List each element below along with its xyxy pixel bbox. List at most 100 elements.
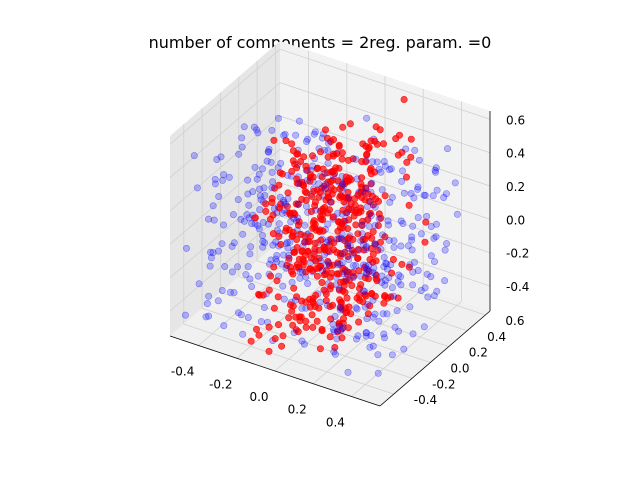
blue-point bbox=[410, 258, 418, 266]
blue-point bbox=[205, 312, 213, 320]
red-point bbox=[255, 331, 263, 339]
blue-point bbox=[430, 234, 438, 242]
blue-point bbox=[255, 225, 263, 233]
blue-point bbox=[242, 271, 250, 279]
blue-point bbox=[256, 192, 264, 200]
blue-point bbox=[273, 252, 281, 260]
grid-line-x bbox=[236, 63, 348, 359]
blue-point bbox=[260, 303, 268, 311]
red-point bbox=[362, 292, 370, 300]
blue-point bbox=[380, 158, 388, 166]
red-point bbox=[251, 214, 259, 222]
blue-point bbox=[312, 206, 320, 214]
red-point bbox=[345, 216, 353, 224]
red-point bbox=[367, 245, 375, 253]
red-point bbox=[365, 267, 373, 275]
red-point bbox=[360, 246, 368, 254]
blue-point bbox=[343, 268, 351, 276]
blue-point bbox=[336, 306, 344, 314]
blue-point bbox=[246, 250, 254, 258]
blue-point bbox=[371, 203, 379, 211]
blue-point bbox=[292, 217, 300, 225]
blue-point bbox=[302, 202, 310, 210]
blue-point bbox=[420, 191, 428, 199]
blue-point bbox=[346, 242, 354, 250]
grid-line-y bbox=[183, 124, 394, 395]
blue-point bbox=[352, 262, 360, 270]
blue-point bbox=[432, 233, 440, 241]
red-point bbox=[302, 268, 310, 276]
blue-point bbox=[290, 329, 298, 337]
red-point bbox=[318, 327, 326, 335]
blue-point bbox=[291, 296, 299, 304]
red-point bbox=[262, 200, 270, 208]
blue-point bbox=[336, 260, 344, 268]
red-point bbox=[358, 158, 366, 166]
blue-point bbox=[303, 176, 311, 184]
blue-point bbox=[385, 166, 393, 174]
blue-point bbox=[285, 252, 293, 260]
blue-point bbox=[354, 332, 362, 340]
blue-point bbox=[390, 237, 398, 245]
blue-point bbox=[414, 266, 422, 274]
blue-point bbox=[379, 310, 387, 318]
x-tick-label: -0.2 bbox=[209, 377, 232, 391]
blue-point bbox=[430, 292, 438, 300]
red-point bbox=[299, 255, 307, 263]
blue-point bbox=[451, 179, 459, 187]
y-axis-line bbox=[379, 310, 491, 407]
red-point bbox=[407, 135, 415, 143]
blue-point bbox=[290, 214, 298, 222]
blue-point bbox=[427, 223, 435, 231]
red-point bbox=[311, 202, 319, 210]
blue-point bbox=[421, 191, 429, 199]
blue-point bbox=[220, 221, 228, 229]
blue-point bbox=[334, 261, 342, 269]
red-point bbox=[345, 205, 353, 213]
red-point bbox=[278, 342, 286, 350]
red-point bbox=[403, 158, 411, 166]
blue-point bbox=[275, 220, 283, 228]
blue-point bbox=[374, 369, 382, 377]
red-point bbox=[407, 153, 415, 161]
blue-point bbox=[237, 311, 245, 319]
blue-point bbox=[387, 165, 395, 173]
blue-point bbox=[362, 185, 370, 193]
red-point bbox=[335, 141, 343, 149]
red-point bbox=[289, 321, 297, 329]
blue-point bbox=[265, 148, 273, 156]
red-point bbox=[306, 303, 314, 311]
blue-point bbox=[414, 183, 422, 191]
blue-point bbox=[339, 324, 347, 332]
blue-point bbox=[394, 277, 402, 285]
blue-point bbox=[395, 327, 403, 335]
red-point bbox=[308, 311, 316, 319]
y-tick-label: 0.4 bbox=[487, 330, 506, 344]
red-point bbox=[388, 269, 396, 277]
red-point bbox=[318, 278, 326, 286]
blue-point bbox=[369, 158, 377, 166]
blue-point bbox=[432, 164, 440, 172]
blue-point bbox=[365, 261, 373, 269]
red-point bbox=[253, 325, 261, 333]
blue-point bbox=[209, 202, 217, 210]
red-point bbox=[320, 245, 328, 253]
blue-point bbox=[203, 300, 211, 308]
red-point bbox=[364, 310, 372, 318]
tick-labels: -0.4-0.20.00.20.4-0.4-0.20.00.20.40.6-0.… bbox=[171, 113, 529, 429]
red-point bbox=[302, 162, 310, 170]
red-point bbox=[344, 253, 352, 261]
red-point bbox=[402, 173, 410, 181]
blue-point bbox=[363, 265, 371, 273]
red-point bbox=[350, 212, 358, 220]
blue-point bbox=[385, 274, 393, 282]
blue-point bbox=[274, 114, 282, 122]
blue-point bbox=[329, 326, 337, 334]
red-point bbox=[315, 264, 323, 272]
blue-point bbox=[220, 171, 228, 179]
blue-point bbox=[247, 243, 255, 251]
blue-point bbox=[268, 168, 276, 176]
blue-point bbox=[390, 292, 398, 300]
blue-point bbox=[325, 259, 333, 267]
blue-point bbox=[202, 313, 210, 321]
